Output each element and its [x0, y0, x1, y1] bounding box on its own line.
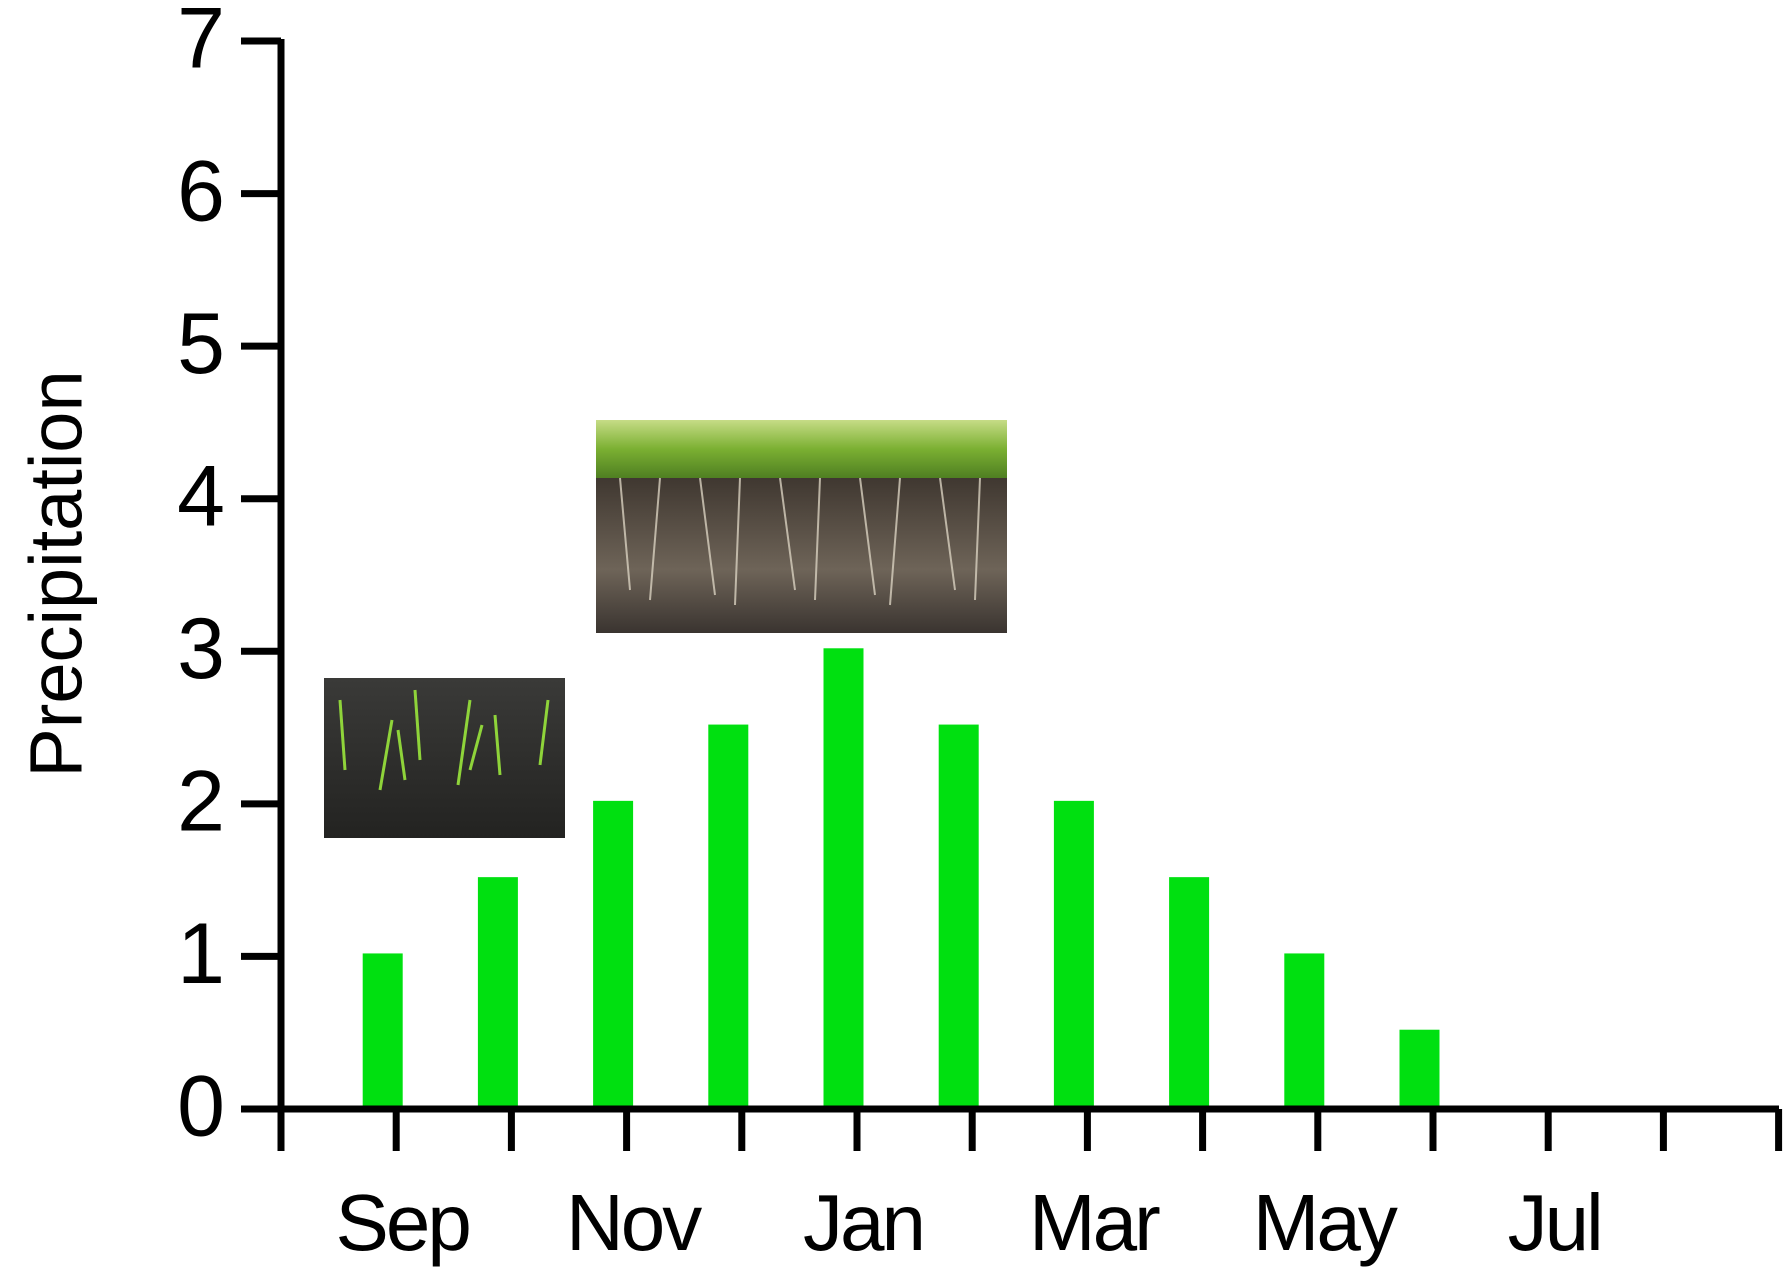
bar [1286, 955, 1323, 1111]
bar [710, 726, 747, 1110]
bar [595, 802, 632, 1110]
bar [1055, 802, 1092, 1110]
bar [1171, 879, 1208, 1111]
x-tick-label: Jan [803, 1178, 923, 1267]
y-tick-label: 6 [177, 143, 225, 239]
y-tick-label: 1 [177, 906, 225, 1002]
y-tick-label: 2 [177, 754, 225, 850]
page: Precipitation Sep Nov Jan Mar May Jul 0 1 2 3 4 5 6 7… [0, 0, 1783, 1284]
x-tick-label: May [1253, 1178, 1398, 1267]
bar [825, 650, 862, 1111]
bar [479, 879, 516, 1111]
chart: Precipitation Sep Nov Jan Mar May Jul 0 1 2 3 4 5 6 7 [0, 0, 1783, 1284]
x-tick-label: Sep [336, 1178, 470, 1267]
x-tick-label: Mar [1029, 1178, 1160, 1267]
y-tick-label: 5 [177, 296, 225, 392]
y-tick-label: 3 [177, 601, 225, 697]
x-tick-label: Nov [566, 1178, 702, 1267]
plot-area: Sep Nov Jan Mar May Jul 0 1 2 3 4 5 6 7 [177, 0, 1779, 1267]
y-tick-label: 0 [177, 1059, 225, 1155]
y-tick-label: 7 [177, 0, 225, 87]
y-tick-label: 4 [177, 448, 225, 544]
bar [1401, 1031, 1438, 1110]
bar [364, 955, 401, 1111]
seedling-photo [324, 678, 565, 838]
y-axis-label: Precipitation [15, 370, 98, 777]
x-tick-label: Jul [1508, 1178, 1601, 1267]
bar [940, 726, 977, 1110]
grass-roots-photo [596, 420, 1007, 633]
